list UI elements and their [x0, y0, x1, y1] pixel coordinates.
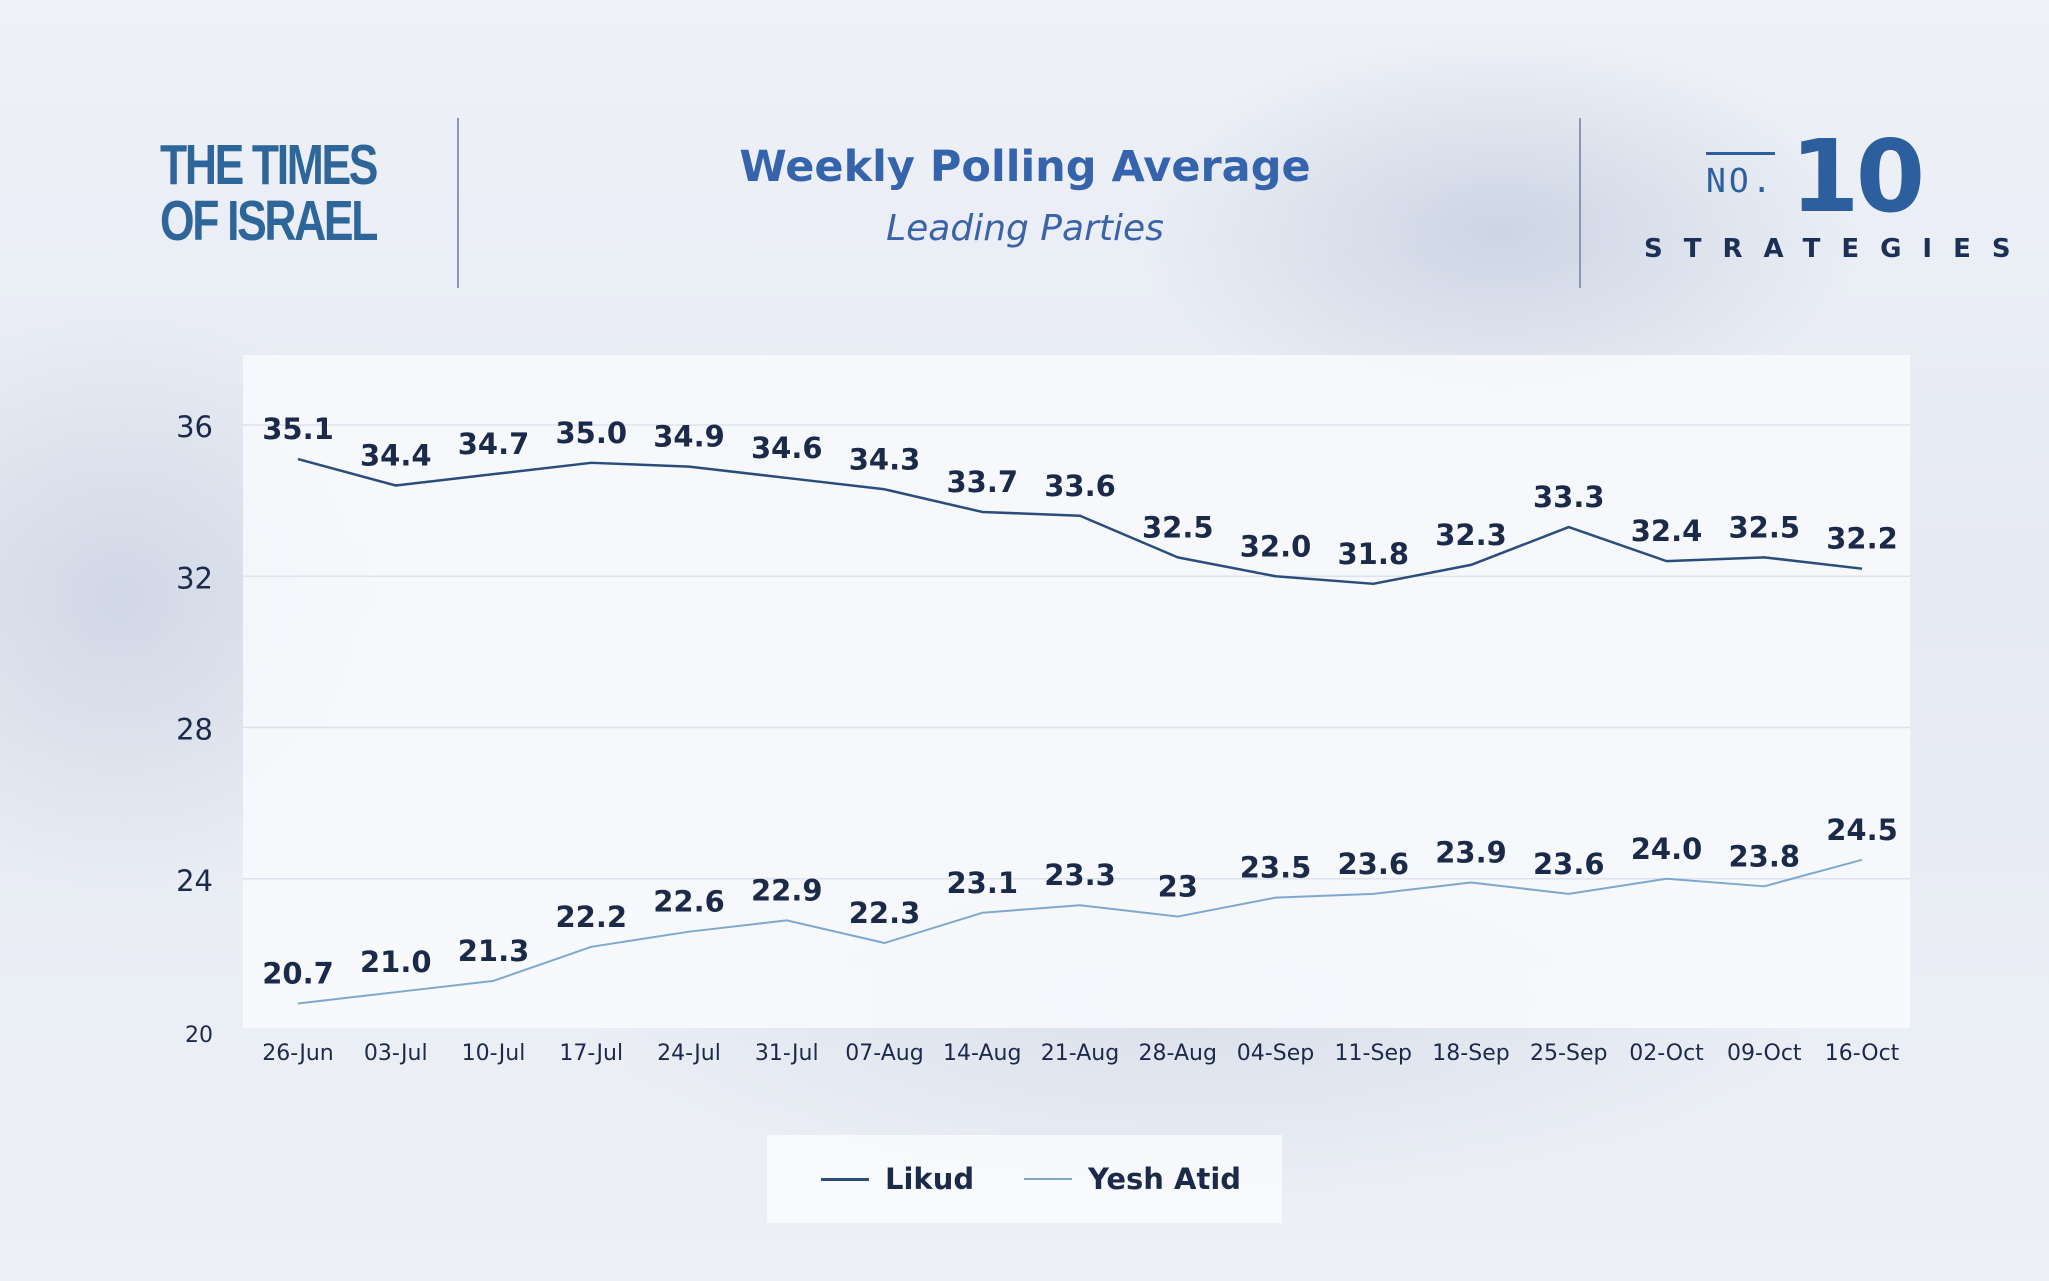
data-label-likud-26-Jun: 35.1: [262, 412, 334, 446]
y-tick-label-20: 20: [185, 1023, 213, 1048]
data-label-yesh-atid-26-Jun: 20.7: [262, 957, 334, 991]
brand-word: STRATEGIES: [1644, 234, 2032, 264]
data-label-yesh-atid-28-Aug: 23: [1158, 870, 1198, 904]
x-tick-label-21-Aug: 21-Aug: [1041, 1041, 1119, 1066]
brand-number: 10: [1790, 118, 1925, 235]
data-label-likud-21-Aug: 33.6: [1044, 469, 1116, 503]
data-label-yesh-atid-31-Jul: 22.9: [751, 873, 823, 907]
y-tick-label-32: 32: [176, 561, 213, 595]
data-label-likud-03-Jul: 34.4: [360, 439, 432, 473]
logo-line-2: OF ISRAEL: [160, 189, 378, 253]
x-tick-label-18-Sep: 18-Sep: [1432, 1041, 1509, 1066]
legend-item-yesh-atid: Yesh Atid: [1024, 1135, 1241, 1223]
x-tick-label-31-Jul: 31-Jul: [755, 1041, 819, 1066]
data-label-yesh-atid-02-Oct: 24.0: [1631, 832, 1703, 866]
brand-no: NO.: [1706, 152, 1775, 200]
x-tick-label-10-Jul: 10-Jul: [462, 1041, 526, 1066]
x-tick-label-25-Sep: 25-Sep: [1530, 1041, 1607, 1066]
legend-label-yesh-atid: Yesh Atid: [1088, 1162, 1242, 1196]
data-label-likud-31-Jul: 34.6: [751, 431, 823, 465]
data-label-likud-25-Sep: 33.3: [1533, 480, 1605, 514]
x-tick-label-16-Oct: 16-Oct: [1825, 1041, 1900, 1066]
x-tick-label-07-Aug: 07-Aug: [845, 1041, 923, 1066]
data-label-likud-02-Oct: 32.4: [1631, 514, 1703, 548]
legend-item-likud: Likud: [821, 1135, 974, 1223]
series-line-likud: [297, 457, 1863, 586]
data-label-yesh-atid-24-Jul: 22.6: [653, 885, 725, 919]
data-label-likud-16-Oct: 32.2: [1826, 522, 1898, 556]
header-divider-right: [1579, 118, 1581, 288]
data-label-yesh-atid-18-Sep: 23.9: [1435, 836, 1507, 870]
x-tick-label-03-Jul: 03-Jul: [364, 1041, 428, 1066]
chart-subtitle: Leading Parties: [886, 208, 1164, 249]
data-label-likud-09-Oct: 32.5: [1728, 510, 1800, 544]
no10-strategies-logo: NO. 10 STRATEGIES: [1640, 118, 2011, 270]
legend-label-likud: Likud: [885, 1162, 975, 1196]
logo-line-1: THE TIMES: [160, 133, 378, 197]
data-label-yesh-atid-25-Sep: 23.6: [1533, 847, 1605, 881]
data-label-yesh-atid-07-Aug: 22.3: [849, 896, 921, 930]
data-label-yesh-atid-03-Jul: 21.0: [360, 945, 432, 979]
x-tick-label-17-Jul: 17-Jul: [559, 1041, 623, 1066]
plot-area-panel: [243, 355, 1910, 1028]
chart-legend: Likud Yesh Atid: [767, 1135, 1282, 1223]
data-label-likud-18-Sep: 32.3: [1435, 518, 1507, 552]
data-label-yesh-atid-16-Oct: 24.5: [1826, 813, 1898, 847]
times-of-israel-logo: THE TIMES OF ISRAEL: [160, 133, 378, 253]
x-tick-label-04-Sep: 04-Sep: [1237, 1041, 1314, 1066]
x-tick-label-28-Aug: 28-Aug: [1139, 1041, 1217, 1066]
data-label-yesh-atid-21-Aug: 23.3: [1044, 858, 1116, 892]
data-label-likud-17-Jul: 35.0: [555, 416, 627, 450]
data-label-likud-14-Aug: 33.7: [946, 465, 1018, 499]
data-label-yesh-atid-17-Jul: 22.2: [555, 900, 627, 934]
x-tick-label-02-Oct: 02-Oct: [1629, 1041, 1704, 1066]
data-label-yesh-atid-14-Aug: 23.1: [946, 866, 1018, 900]
data-label-yesh-atid-11-Sep: 23.6: [1337, 847, 1409, 881]
x-tick-label-24-Jul: 24-Jul: [657, 1041, 721, 1066]
data-label-likud-04-Sep: 32.0: [1240, 529, 1312, 563]
chart-title: Weekly Polling Average: [739, 142, 1311, 192]
x-tick-label-09-Oct: 09-Oct: [1727, 1041, 1802, 1066]
y-tick-label-24: 24: [176, 864, 213, 898]
y-tick-label-36: 36: [176, 410, 213, 444]
y-tick-label-28: 28: [176, 713, 213, 747]
data-label-yesh-atid-09-Oct: 23.8: [1728, 839, 1800, 873]
series-line-yesh-atid: [297, 858, 1863, 1005]
legend-swatch-likud: [821, 1177, 869, 1181]
data-label-likud-10-Jul: 34.7: [458, 427, 530, 461]
header-divider-left: [457, 118, 459, 288]
legend-swatch-yesh-atid: [1024, 1178, 1072, 1180]
data-label-likud-24-Jul: 34.9: [653, 420, 725, 454]
data-label-likud-11-Sep: 31.8: [1337, 537, 1409, 571]
data-label-likud-07-Aug: 34.3: [849, 442, 921, 476]
x-tick-label-11-Sep: 11-Sep: [1335, 1041, 1412, 1066]
x-tick-label-14-Aug: 14-Aug: [943, 1041, 1021, 1066]
data-label-yesh-atid-04-Sep: 23.5: [1240, 851, 1312, 885]
data-label-yesh-atid-10-Jul: 21.3: [458, 934, 530, 968]
x-tick-label-26-Jun: 26-Jun: [262, 1041, 334, 1066]
data-label-likud-28-Aug: 32.5: [1142, 510, 1214, 544]
